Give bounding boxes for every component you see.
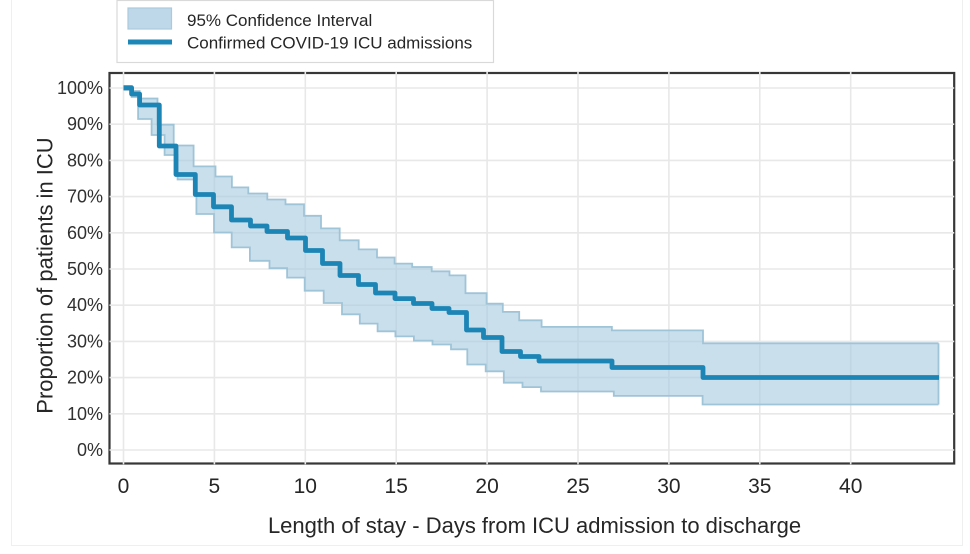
svg-text:20: 20 [475,475,498,498]
svg-text:Proportion of patients in ICU: Proportion of patients in ICU [33,137,58,413]
svg-text:Length of stay - Days from ICU: Length of stay - Days from ICU admission… [268,513,801,538]
svg-text:40: 40 [839,475,862,498]
svg-text:80%: 80% [67,150,103,170]
svg-text:35: 35 [748,475,771,498]
svg-text:95% Confidence Interval: 95% Confidence Interval [187,11,372,30]
svg-text:30: 30 [657,475,680,498]
svg-text:50%: 50% [67,259,103,279]
svg-text:100%: 100% [57,78,103,98]
svg-text:0%: 0% [77,440,103,460]
svg-text:10%: 10% [67,404,103,424]
svg-text:60%: 60% [67,223,103,243]
svg-text:70%: 70% [67,187,103,207]
svg-text:40%: 40% [67,295,103,315]
svg-text:10: 10 [294,475,317,498]
svg-text:30%: 30% [67,331,103,351]
svg-text:25: 25 [566,475,589,498]
svg-text:Confirmed COVID-19 ICU admissi: Confirmed COVID-19 ICU admissions [187,34,472,53]
svg-text:20%: 20% [67,368,103,388]
svg-text:0: 0 [118,475,130,498]
svg-text:15: 15 [385,475,408,498]
svg-text:90%: 90% [67,114,103,134]
svg-text:5: 5 [209,475,221,498]
